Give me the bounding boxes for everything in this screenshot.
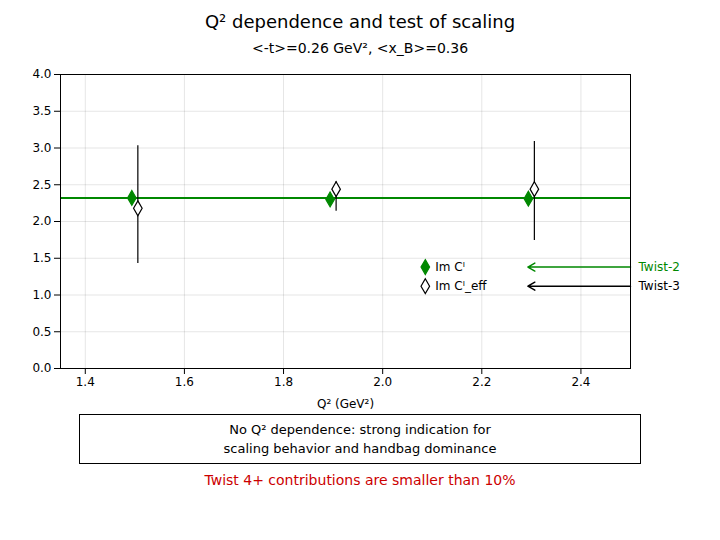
html-text:Q² dependence and test of scal: Q² dependence and test of scaling xyxy=(204,11,516,32)
svg-text:0.0: 0.0 xyxy=(32,361,51,375)
svg-text:2.4: 2.4 xyxy=(571,375,590,389)
svg-text:2.5: 2.5 xyxy=(32,178,51,192)
html-text:Twist 4+ contributions are sma: Twist 4+ contributions are smaller than … xyxy=(204,472,516,488)
svg-text:2.0: 2.0 xyxy=(32,214,51,228)
svg-text:Twist-3: Twist-3 xyxy=(638,279,680,293)
html-text:scaling behavior and handbag d: scaling behavior and handbag dominance xyxy=(223,441,497,456)
svg-text:3.0: 3.0 xyxy=(32,141,51,155)
svg-text:0.5: 0.5 xyxy=(32,325,51,339)
svg-text:1.4: 1.4 xyxy=(76,375,95,389)
svg-text:Im Cᴵ: Im Cᴵ xyxy=(435,260,465,274)
svg-text:1.0: 1.0 xyxy=(32,288,51,302)
svg-text:Q² (GeV²): Q² (GeV²) xyxy=(317,397,374,411)
html-text:<-t>=0.26 GeV², <x_B>=0.36: <-t>=0.26 GeV², <x_B>=0.36 xyxy=(251,40,469,56)
svg-text:Twist-2: Twist-2 xyxy=(638,260,680,274)
svg-text:Im Cᴵ_eff: Im Cᴵ_eff xyxy=(435,279,487,293)
svg-text:2.2: 2.2 xyxy=(472,375,491,389)
svg-text:1.8: 1.8 xyxy=(274,375,293,389)
html-text:No Q² dependence: strong indic: No Q² dependence: strong indication for xyxy=(229,422,491,437)
svg-text:1.6: 1.6 xyxy=(175,375,194,389)
svg-text:2.0: 2.0 xyxy=(373,375,392,389)
svg-text:4.0: 4.0 xyxy=(32,67,51,81)
svg-text:3.5: 3.5 xyxy=(32,104,51,118)
svg-text:1.5: 1.5 xyxy=(32,251,51,265)
